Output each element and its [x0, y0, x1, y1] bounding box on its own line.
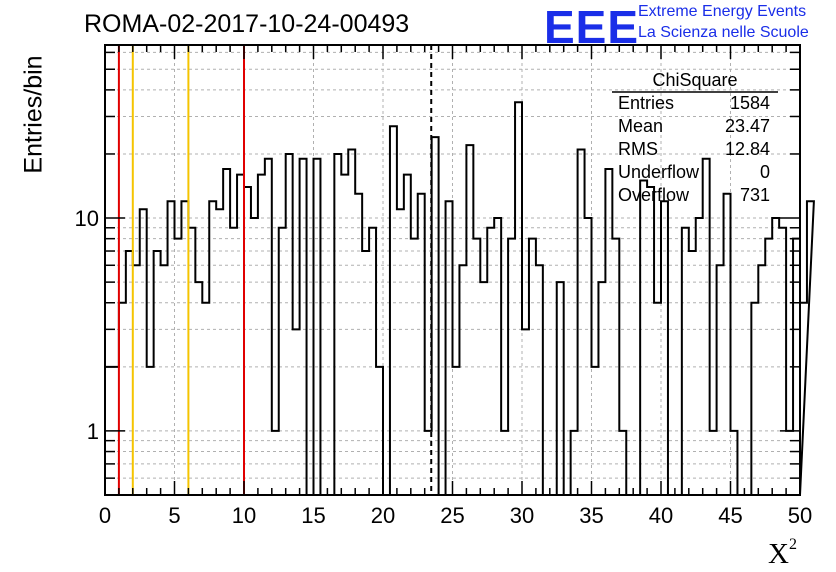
x-tick-label: 0	[99, 503, 111, 528]
stats-row-overflow: Overflow 731	[618, 185, 770, 206]
logo-line-1: Extreme Energy Events	[638, 3, 807, 20]
stats-row-label: Underflow	[618, 162, 700, 182]
stats-row-value: 23.47	[724, 116, 770, 136]
stats-row-label: Entries	[618, 93, 675, 113]
x-tick-label: 10	[232, 503, 256, 528]
x-tick-label: 5	[168, 503, 180, 528]
x-tick-label: 30	[510, 503, 534, 528]
stats-row-mean: Mean 23.47	[618, 116, 770, 137]
x-tick-label: 40	[649, 503, 673, 528]
y-axis-label: Entries/bin	[19, 55, 48, 174]
stats-row-rms: RMS 12.84	[618, 139, 770, 160]
stats-row-label: Overflow	[618, 185, 690, 205]
logo-line-2: La Scienza nelle Scuole	[638, 24, 809, 41]
stats-box-title: ChiSquare	[652, 70, 738, 90]
x-tick-label: 45	[718, 503, 742, 528]
x-tick-label: 15	[301, 503, 325, 528]
y-tick-label: 10	[75, 206, 99, 231]
x-axis-label: X2	[768, 536, 797, 570]
stats-row-value: 731	[739, 185, 770, 205]
x-tick-label: 20	[371, 503, 395, 528]
eee-logo: EEE	[544, 1, 640, 53]
chart-title: ROMA-02-2017-10-24-00493	[84, 10, 410, 38]
x-tick-label: 50	[788, 503, 812, 528]
x-tick-label: 25	[440, 503, 464, 528]
stats-row-underflow: Underflow 0	[618, 162, 770, 183]
y-tick-label: 1	[87, 419, 99, 444]
stats-row-entries: Entries 1584	[618, 93, 770, 114]
stats-row-value: 12.84	[724, 139, 770, 159]
stats-row-value: 1584	[729, 93, 770, 113]
stats-row-label: RMS	[618, 139, 658, 159]
stats-row-value: 0	[759, 162, 770, 182]
stats-row-label: Mean	[618, 116, 664, 136]
histogram-series	[104, 101, 815, 496]
x-tick-label: 35	[579, 503, 603, 528]
